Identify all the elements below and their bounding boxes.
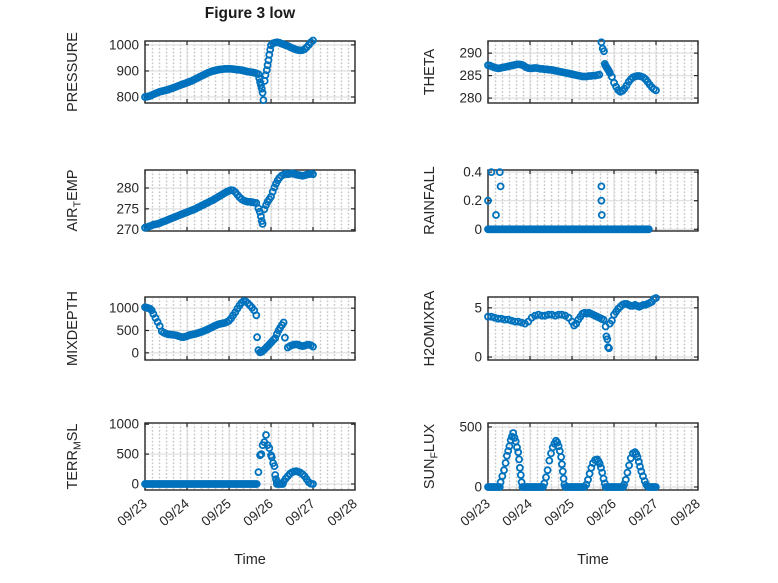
mixdepth-plot-background <box>146 298 354 359</box>
svg-text:09/28: 09/28 <box>324 496 360 529</box>
mixdepth-axis-label: MIXDEPTH <box>65 291 81 366</box>
h2omixra-plot-background <box>489 298 697 359</box>
svg-text:09/26: 09/26 <box>583 496 619 529</box>
terr-msl-xtick-labels: 09/23 09/24 09/25 09/26 09/27 09/28 <box>114 496 360 530</box>
pressure-axis-label: PRESSURE <box>65 32 81 112</box>
svg-text:0: 0 <box>474 222 482 237</box>
terr-msl-plot-background <box>146 424 354 489</box>
svg-text:0: 0 <box>474 479 482 494</box>
svg-text:280: 280 <box>459 91 482 106</box>
svg-text:0: 0 <box>131 477 139 492</box>
svg-text:09/23: 09/23 <box>457 496 493 529</box>
svg-text:09/23: 09/23 <box>114 496 150 529</box>
h2omixra-axis-label: H2OMIXRA <box>422 290 438 366</box>
svg-text:275: 275 <box>116 201 139 216</box>
svg-text:285: 285 <box>459 68 482 83</box>
rainfall-ytick-labels: 0 0.2 0.4 <box>463 165 482 237</box>
svg-text:1000: 1000 <box>109 301 139 316</box>
svg-text:09/25: 09/25 <box>198 496 234 529</box>
sun-flux-xtick-labels: 09/23 09/24 09/25 09/26 09/27 09/28 <box>457 496 703 530</box>
svg-text:09/27: 09/27 <box>282 496 318 529</box>
pressure-ytick-labels: 800 900 1000 <box>109 37 139 104</box>
svg-text:900: 900 <box>116 63 139 78</box>
pressure-plot-background <box>146 42 354 102</box>
h2omixra-ytick-labels: 05 <box>474 300 482 364</box>
svg-text:09/27: 09/27 <box>625 496 661 529</box>
terr-msl-axis-label: TERRMSL <box>65 424 84 490</box>
svg-text:500: 500 <box>116 447 139 462</box>
figure-title: Figure 3 low <box>204 5 296 22</box>
svg-text:09/26: 09/26 <box>240 496 276 529</box>
x-axis-label-right: Time <box>577 552 609 568</box>
sun-flux-ytick-labels: 0 500 <box>459 419 482 494</box>
theta-axis-label: THETA <box>422 48 438 95</box>
sun-flux-axis-label: SUNFLUX <box>422 424 441 490</box>
svg-text:0: 0 <box>131 345 139 360</box>
theta-plot-background <box>489 42 697 102</box>
svg-text:0: 0 <box>474 350 482 365</box>
svg-text:290: 290 <box>459 46 482 61</box>
svg-text:0.2: 0.2 <box>463 193 482 208</box>
svg-text:09/24: 09/24 <box>499 496 535 530</box>
svg-text:0.4: 0.4 <box>463 165 482 180</box>
mixdepth-ytick-labels: 0 500 1000 <box>109 301 139 361</box>
air-temp-plot-background <box>146 171 354 230</box>
svg-text:500: 500 <box>459 419 482 434</box>
terr-msl-ytick-labels: 0 500 1000 <box>109 417 139 492</box>
svg-text:09/24: 09/24 <box>156 496 192 530</box>
air-temp-axis-label: AIRTEMP <box>65 169 84 231</box>
x-axis-label-left: Time <box>234 552 266 568</box>
svg-text:1000: 1000 <box>109 417 139 432</box>
svg-text:09/25: 09/25 <box>541 496 577 529</box>
svg-text:1000: 1000 <box>109 37 139 52</box>
theta-ytick-labels: 280 285 290 <box>459 46 482 106</box>
svg-text:270: 270 <box>116 222 139 237</box>
air-temp-ytick-labels: 270 275 280 <box>116 180 139 237</box>
svg-text:09/28: 09/28 <box>667 496 703 529</box>
svg-text:280: 280 <box>116 180 139 195</box>
sun-flux-plot-background <box>489 424 697 489</box>
svg-text:800: 800 <box>116 90 139 105</box>
rainfall-axis-label: RAINFALL <box>422 166 438 235</box>
svg-text:5: 5 <box>474 300 482 315</box>
rainfall-plot-background <box>489 171 697 230</box>
svg-text:500: 500 <box>116 323 139 338</box>
